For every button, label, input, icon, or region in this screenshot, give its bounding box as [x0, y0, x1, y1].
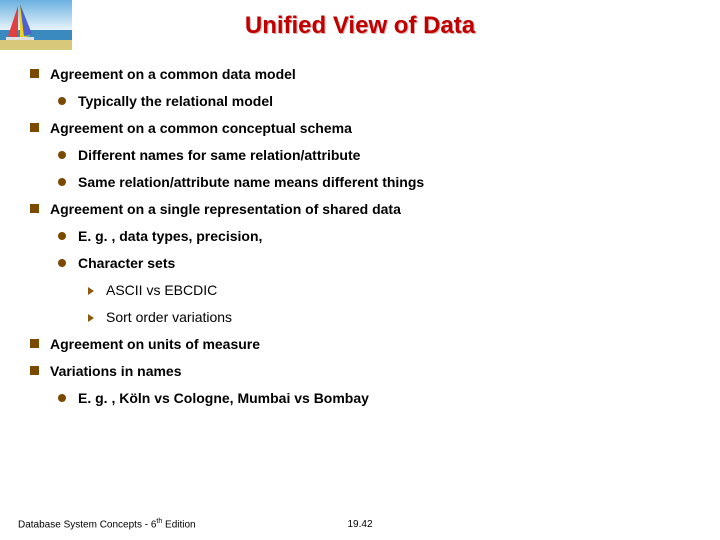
bullet-l3: ASCII vs EBCDIC: [28, 282, 700, 298]
bullet-l2: Typically the relational model: [28, 93, 700, 109]
page-number: 19.42: [347, 519, 372, 530]
bullet-l2: E. g. , data types, precision,: [28, 228, 700, 244]
slide-content: Agreement on a common data model Typical…: [28, 66, 700, 417]
bullet-l1: Agreement on a common conceptual schema: [28, 120, 700, 136]
footer-text-prefix: Database System Concepts - 6: [18, 519, 156, 530]
bullet-l2: Same relation/attribute name means diffe…: [28, 174, 700, 190]
slide-title: Unified View of Data: [0, 0, 720, 40]
bullet-l2: Character sets: [28, 255, 700, 271]
logo-image: [0, 0, 72, 50]
footer-text-suffix: Edition: [162, 519, 195, 530]
bullet-l1: Agreement on a single representation of …: [28, 201, 700, 217]
bullet-l1: Variations in names: [28, 363, 700, 379]
bullet-l3: Sort order variations: [28, 309, 700, 325]
bullet-l1: Agreement on a common data model: [28, 66, 700, 82]
bullet-l1: Agreement on units of measure: [28, 336, 700, 352]
bullet-l2: Different names for same relation/attrib…: [28, 147, 700, 163]
footer-left: Database System Concepts - 6th Edition: [18, 518, 196, 530]
bullet-l2: E. g. , Köln vs Cologne, Mumbai vs Bomba…: [28, 390, 700, 406]
